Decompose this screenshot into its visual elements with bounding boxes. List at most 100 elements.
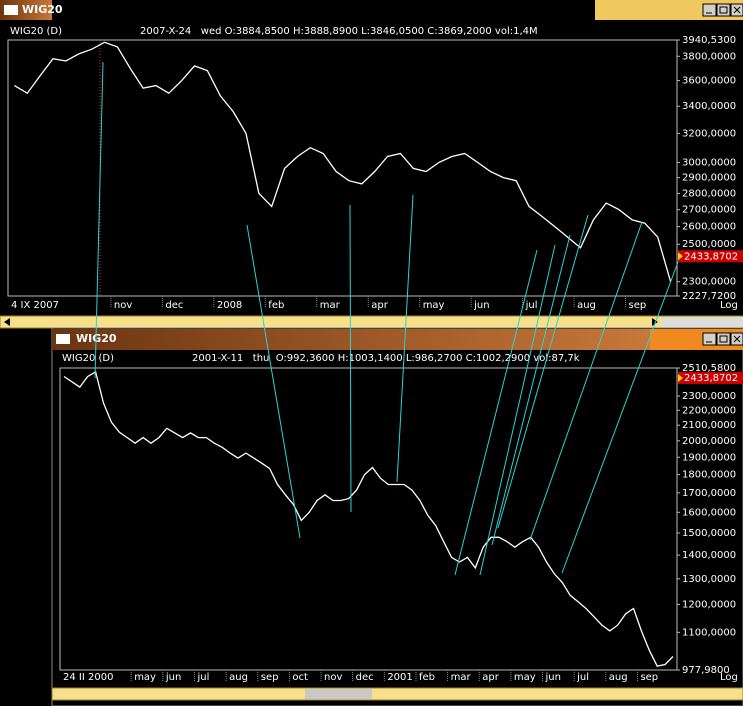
scrollbar[interactable] xyxy=(0,315,743,329)
x-tick-label: jul xyxy=(196,672,209,683)
scrollbar[interactable] xyxy=(51,687,743,701)
maximize-button[interactable] xyxy=(716,3,731,17)
connector xyxy=(349,204,352,513)
scroll-thumb[interactable] xyxy=(305,689,372,699)
connector xyxy=(396,194,414,483)
icon xyxy=(719,335,728,343)
minimize-button[interactable] xyxy=(702,3,717,17)
last-value-box xyxy=(678,371,743,384)
y-tick-label: 2300,0000 xyxy=(682,391,736,402)
title-bar[interactable] xyxy=(52,329,650,350)
x-tick-label: 2008 xyxy=(217,300,242,311)
icon xyxy=(719,6,728,14)
x-tick-label: jun xyxy=(473,300,489,311)
y-tick-label: 2500,0000 xyxy=(682,239,736,250)
x-tick-label: oct xyxy=(292,672,308,683)
last-value-label: 2433,8702 xyxy=(684,251,738,262)
x-tick-label: sep xyxy=(261,672,279,683)
y-tick-label: 2000,0000 xyxy=(682,436,736,447)
connectors xyxy=(94,61,679,576)
x-tick-label: feb xyxy=(419,672,435,683)
y-tick-label: 1700,0000 xyxy=(682,488,736,499)
y-tick-label: 1600,0000 xyxy=(682,507,736,518)
connector xyxy=(491,234,571,546)
connector xyxy=(246,224,301,539)
y-tick-label: 2900,0000 xyxy=(682,173,736,184)
connector xyxy=(479,244,556,576)
scale-mode: Log xyxy=(720,300,738,311)
x-tick-label: may xyxy=(514,672,536,683)
x-tick-label: feb xyxy=(268,300,284,311)
price-line xyxy=(63,370,674,667)
last-value-pointer xyxy=(678,373,683,382)
x-tick-label: mar xyxy=(451,672,472,683)
last-value-box xyxy=(678,250,743,263)
x-tick-label: sep xyxy=(640,672,658,683)
y-tick-label: 3600,0000 xyxy=(682,76,736,87)
y-tick-label: 977,9800 xyxy=(682,665,730,676)
icon xyxy=(733,335,741,343)
y-tick-label: 2700,0000 xyxy=(682,205,736,216)
scroll-left[interactable] xyxy=(4,318,10,326)
connector xyxy=(454,249,538,576)
x-tick-label: sep xyxy=(629,300,647,311)
y-tick-label: 1200,0000 xyxy=(682,599,736,610)
x-tick-label: nov xyxy=(114,300,132,311)
price-line xyxy=(14,41,672,282)
y-tick-label: 1900,0000 xyxy=(682,452,736,463)
x-tick-label: jul xyxy=(576,672,589,683)
y-tick-label: 1800,0000 xyxy=(682,470,736,481)
connector xyxy=(561,261,679,574)
y-tick-label: 2510,5800 xyxy=(682,363,736,374)
y-tick-label: 1100,0000 xyxy=(682,627,736,638)
x-tick-label: jun xyxy=(545,672,561,683)
window-icon xyxy=(4,5,18,15)
x-tick-label: nov xyxy=(324,672,342,683)
y-tick-label: 2227,7200 xyxy=(682,291,736,302)
scroll-thumb[interactable] xyxy=(662,317,743,327)
symbol-label: WIG20 (D) xyxy=(62,353,114,364)
scale-mode: Log xyxy=(720,672,738,683)
x-tick-label: may xyxy=(134,672,156,683)
x-tick-label: aug xyxy=(577,300,596,311)
x-tick-label: aug xyxy=(229,672,248,683)
plot-frame xyxy=(59,367,678,671)
connector xyxy=(529,221,643,541)
scroll-right[interactable] xyxy=(652,318,658,326)
window-title: WIG20 xyxy=(22,3,63,16)
window-frame xyxy=(51,327,743,706)
plot-frame xyxy=(7,39,678,297)
y-tick-label: 3400,0000 xyxy=(682,101,736,112)
icon xyxy=(733,6,741,14)
ohlc-info: 2001-X-11 thu O:992,3600 H:1003,1400 L:9… xyxy=(192,353,580,364)
last-value-label: 2433,8702 xyxy=(684,373,738,384)
window-icon xyxy=(56,334,70,344)
connector xyxy=(94,61,104,379)
minimize-button[interactable] xyxy=(702,332,717,346)
y-tick-label: 2100,0000 xyxy=(682,420,736,431)
y-tick-label: 2200,0000 xyxy=(682,405,736,416)
x-tick-label: apr xyxy=(371,300,388,311)
y-tick-label: 2800,0000 xyxy=(682,188,736,199)
x-tick-label: jun xyxy=(165,672,181,683)
x-tick-label: may xyxy=(423,300,445,311)
y-tick-label: 1500,0000 xyxy=(682,528,736,539)
last-value-pointer xyxy=(678,252,683,261)
x-tick-label: 24 II 2000 xyxy=(63,672,113,683)
x-tick-label: 4 IX 2007 xyxy=(11,300,59,311)
ohlc-info: 2007-X-24 wed O:3884,8500 H:3888,8900 L:… xyxy=(140,26,538,37)
x-tick-label: mar xyxy=(320,300,341,311)
y-tick-label: 2300,0000 xyxy=(682,277,736,288)
symbol-label: WIG20 (D) xyxy=(10,26,62,37)
x-tick-label: dec xyxy=(356,672,374,683)
y-tick-label: 1400,0000 xyxy=(682,550,736,561)
maximize-button[interactable] xyxy=(716,332,731,346)
x-tick-label: jul xyxy=(525,300,538,311)
window-buttons xyxy=(702,3,743,346)
y-tick-label: 3000,0000 xyxy=(682,157,736,168)
y-tick-label: 1300,0000 xyxy=(682,574,736,585)
y-tick-label: 3940,5300 xyxy=(682,35,736,46)
x-tick-label: dec xyxy=(165,300,183,311)
